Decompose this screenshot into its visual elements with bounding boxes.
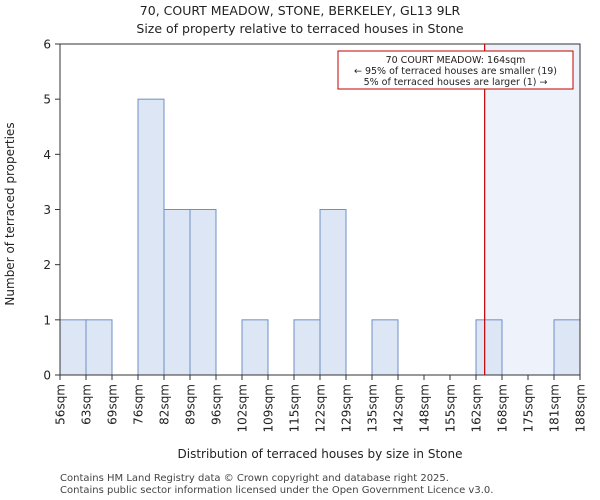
x-tick-label-76sqm: 76sqm	[132, 384, 146, 425]
annotation-line-size: 70 COURT MEADOW: 164sqm	[386, 55, 526, 66]
x-tick-label-168sqm: 168sqm	[496, 384, 510, 432]
annotation-box: 70 COURT MEADOW: 164sqm ← 95% of terrace…	[337, 50, 574, 90]
x-tick-label-115sqm: 115sqm	[288, 384, 302, 432]
bar-82sqm	[163, 209, 191, 376]
y-tick-label-5: 5	[43, 93, 51, 107]
x-tick-label-96sqm: 96sqm	[210, 384, 224, 425]
x-tick-label-129sqm: 129sqm	[340, 384, 354, 432]
chart-subtitle: Size of property relative to terraced ho…	[136, 21, 464, 36]
y-tick-label-1: 1	[43, 313, 51, 327]
bar-115sqm	[293, 319, 321, 376]
y-axis-label: Number of terraced properties	[3, 122, 17, 305]
x-axis-label: Distribution of terraced houses by size …	[178, 447, 463, 461]
x-tick-label-122sqm: 122sqm	[314, 384, 328, 432]
y-tick-label-4: 4	[43, 148, 51, 162]
chart-title-address: 70, COURT MEADOW, STONE, BERKELEY, GL13 …	[139, 3, 461, 18]
annotation-line-larger: 5% of terraced houses are larger (1) →	[364, 77, 548, 88]
x-tick-label-188sqm: 188sqm	[574, 384, 588, 432]
bar-122sqm	[319, 209, 347, 376]
bar-162sqm	[475, 319, 503, 376]
x-tick-label-89sqm: 89sqm	[184, 384, 198, 425]
y-tick-label-6: 6	[43, 38, 51, 52]
x-tick-label-135sqm: 135sqm	[366, 384, 380, 432]
x-tick-label-102sqm: 102sqm	[236, 384, 250, 432]
x-tick-label-148sqm: 148sqm	[418, 384, 432, 432]
x-tick-label-63sqm: 63sqm	[80, 384, 94, 425]
annotation-line-smaller: ← 95% of terraced houses are smaller (19…	[354, 66, 557, 77]
x-tick-label-175sqm: 175sqm	[522, 384, 536, 432]
x-tick-label-162sqm: 162sqm	[470, 384, 484, 432]
footer-licence: Contains public sector information licen…	[60, 485, 494, 496]
bar-76sqm	[137, 98, 165, 376]
bar-181sqm	[553, 319, 581, 376]
bar-63sqm	[85, 319, 113, 376]
y-tick-label-3: 3	[43, 203, 51, 217]
x-tick-label-69sqm: 69sqm	[106, 384, 120, 425]
footer-copyright: Contains HM Land Registry data © Crown c…	[60, 473, 449, 484]
x-tick-label-155sqm: 155sqm	[444, 384, 458, 432]
bar-89sqm	[189, 209, 217, 376]
x-tick-label-181sqm: 181sqm	[548, 384, 562, 432]
y-tick-label-2: 2	[43, 258, 51, 272]
bar-135sqm	[371, 319, 399, 376]
bar-56sqm	[59, 319, 87, 376]
x-tick-label-56sqm: 56sqm	[54, 384, 68, 425]
x-tick-label-142sqm: 142sqm	[392, 384, 406, 432]
bar-102sqm	[241, 319, 269, 376]
y-tick-label-0: 0	[43, 369, 51, 383]
x-tick-label-109sqm: 109sqm	[262, 384, 276, 432]
x-tick-label-82sqm: 82sqm	[158, 384, 172, 425]
